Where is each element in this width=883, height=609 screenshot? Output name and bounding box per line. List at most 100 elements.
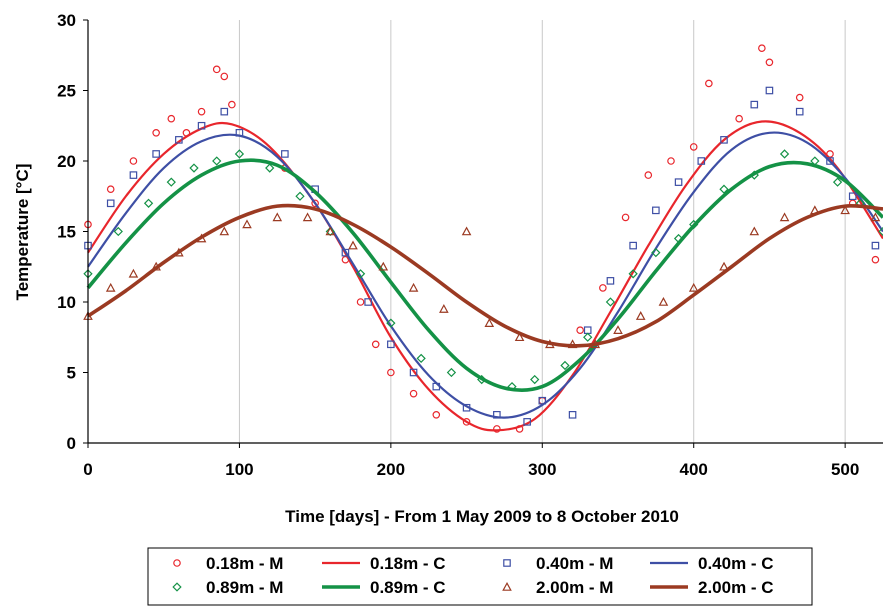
series-0: [84, 44, 880, 433]
data-point-4-6: [234, 149, 245, 159]
curve-line-1: [87, 120, 883, 432]
series-1: [87, 120, 883, 432]
data-point-0-1: [106, 185, 115, 194]
data-point-6-22: [635, 311, 646, 320]
data-point-4-16: [530, 374, 540, 385]
data-point-0-11: [311, 199, 319, 208]
data-point-0-2: [129, 157, 138, 165]
x-tick-label-300: 300: [528, 460, 556, 479]
data-point-2-24: [674, 178, 683, 186]
data-point-4-24: [719, 184, 729, 194]
data-point-4-20: [628, 269, 638, 279]
data-point-0-4: [167, 114, 176, 123]
data-point-0-8: [220, 72, 229, 81]
legend-item-3: 0.40m - C: [650, 554, 774, 573]
y-tick-label-30: 30: [57, 11, 76, 30]
legend-box: [147, 547, 813, 606]
data-point-2-11: [364, 298, 372, 306]
data-point-2-30: [826, 157, 834, 165]
data-point-2-19: [568, 411, 577, 419]
y-tick-label-15: 15: [57, 223, 76, 242]
data-point-0-27: [689, 143, 698, 151]
legend-item-1: 0.18m - C: [322, 554, 446, 573]
data-point-6-10: [325, 226, 336, 236]
series-7: [86, 203, 883, 348]
data-point-2-28: [765, 86, 774, 95]
data-point-0-35: [871, 255, 880, 264]
legend-swatch-6: [502, 581, 512, 591]
data-point-6-6: [219, 226, 230, 236]
data-point-6-7: [242, 219, 252, 229]
data-point-4-18: [583, 332, 593, 342]
data-point-2-5: [197, 121, 206, 130]
data-point-0-30: [758, 44, 766, 53]
data-point-6-11: [348, 240, 358, 250]
x-tick-label-400: 400: [680, 460, 708, 479]
data-point-4-21: [651, 248, 661, 258]
data-point-0-14: [371, 340, 380, 349]
data-point-6-15: [461, 226, 472, 236]
legend-label-7: 2.00m - C: [698, 578, 774, 597]
data-point-0-26: [667, 157, 675, 165]
x-tick-labels: 0 100 200 300 400 500: [83, 460, 859, 479]
data-point-2-21: [606, 277, 615, 285]
data-point-4-3: [166, 177, 176, 187]
data-point-6-16: [484, 318, 495, 327]
data-point-4-30: [878, 226, 883, 237]
data-point-0-7: [212, 65, 221, 74]
data-point-2-6: [220, 107, 229, 116]
data-point-4-7: [265, 163, 275, 173]
legend-label-6: 2.00m - M: [536, 578, 613, 597]
data-point-6-9: [302, 212, 313, 222]
data-point-0-17: [432, 410, 441, 419]
series-3: [87, 131, 883, 419]
data-point-2-2: [129, 171, 138, 179]
data-point-4-13: [446, 367, 457, 378]
data-point-2-1: [106, 199, 115, 208]
legend-swatch-4: [172, 582, 182, 592]
data-point-6-17: [514, 332, 525, 342]
data-point-4-12: [416, 353, 426, 364]
data-point-6-14: [439, 303, 449, 313]
data-point-4-4: [189, 163, 199, 173]
data-point-4-2: [143, 198, 154, 208]
data-point-2-31: [848, 192, 857, 201]
data-point-4-10: [355, 269, 366, 279]
data-point-4-19: [605, 297, 616, 307]
legend-label-2: 0.40m - M: [536, 554, 613, 573]
curve-line-5: [86, 158, 883, 393]
series-layer: [83, 44, 883, 433]
data-point-6-12: [378, 261, 389, 271]
data-point-4-17: [560, 360, 570, 371]
legend: 0.18m - M 0.18m - C 0.40m - M 0.40m - C 0.89…: [147, 547, 813, 606]
data-point-0-23: [599, 284, 607, 292]
data-point-6-21: [613, 325, 623, 334]
data-point-0-19: [493, 425, 501, 433]
data-point-2-25: [697, 157, 706, 165]
data-point-6-30: [870, 212, 881, 222]
y-axis-title: Temperature [°C]: [13, 164, 32, 301]
data-point-2-29: [795, 107, 804, 116]
legend-item-7: 2.00m - C: [650, 578, 774, 597]
data-point-0-15: [387, 368, 395, 377]
series-6: [83, 205, 881, 349]
y-tick-label-5: 5: [67, 364, 76, 383]
data-point-0-13: [356, 298, 365, 306]
data-point-0-28: [705, 79, 713, 88]
data-point-0-32: [795, 93, 804, 102]
data-point-0-25: [644, 171, 653, 179]
data-point-2-23: [652, 206, 660, 215]
series-4: [83, 149, 883, 392]
x-tick-label-0: 0: [83, 460, 92, 479]
data-point-2-4: [175, 136, 183, 144]
legend-item-2: 0.40m - M: [503, 554, 613, 573]
data-point-4-8: [295, 191, 305, 201]
data-point-2-32: [871, 241, 880, 250]
legend-label-4: 0.89m - M: [206, 578, 283, 597]
data-point-0-22: [576, 326, 584, 335]
data-point-2-20: [583, 326, 592, 335]
axes: [83, 19, 883, 448]
data-point-6-23: [658, 296, 669, 306]
data-point-2-22: [629, 241, 637, 250]
data-point-6-2: [128, 268, 139, 278]
